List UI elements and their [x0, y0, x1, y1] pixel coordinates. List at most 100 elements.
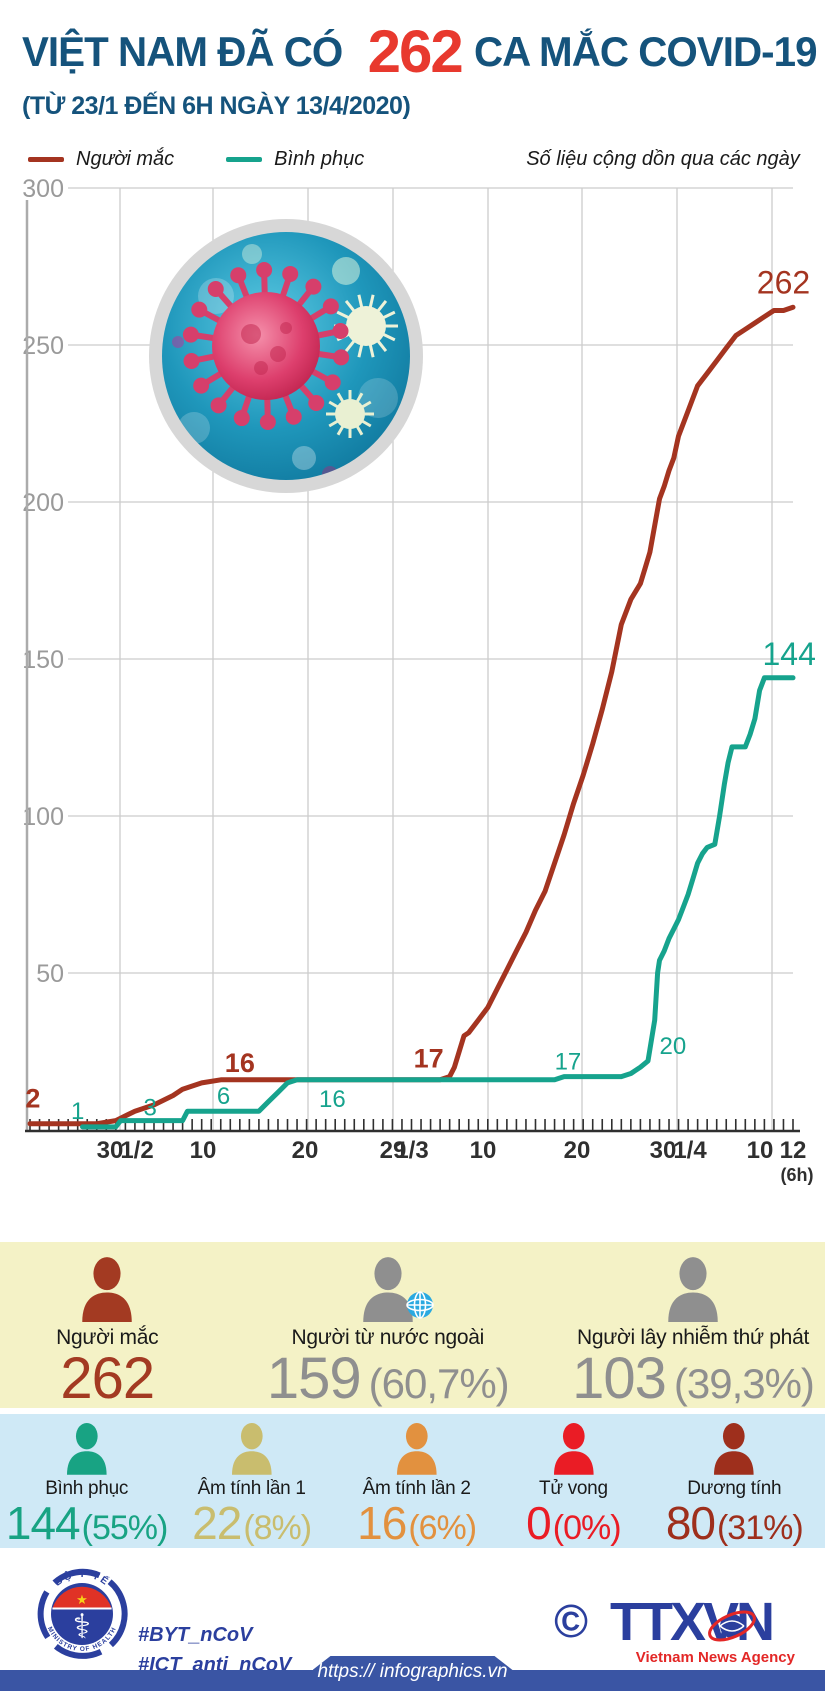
virus-spike-tip [324, 374, 341, 391]
stat-value: 80 (31%) [665, 1497, 804, 1549]
stat-người-từ-nước-ngoài: Người từ nước ngoài 159 (60,7%) [215, 1242, 562, 1408]
stat-number: 22 [192, 1497, 242, 1549]
virus-spike-tip [285, 408, 302, 425]
stat-bình-phục: Bình phục 144 (55%) [0, 1414, 173, 1548]
stat-label: Người lây nhiễm thứ phát [577, 1326, 809, 1349]
chart-plot: 301/2 10 20 291/3 10 20 301/4 10 12(6h)216 172621… [25, 200, 816, 1185]
annotation-Người mắc-262: 262 [757, 264, 810, 300]
chart-legend: Người mắc Bình phục Số liệu cộng dồn qua… [28, 148, 800, 171]
title-prefix: VIỆT NAM ĐÃ CÓ [22, 28, 343, 75]
stat-label: Người từ nước ngoài [291, 1326, 485, 1349]
x-tick-label-8: 30 [650, 1137, 677, 1164]
stat-icon-wrap [62, 1422, 112, 1476]
stat-value: 22 (8%) [192, 1497, 312, 1549]
stat-icon-wrap [76, 1256, 138, 1322]
stat-icon-wrap [662, 1256, 724, 1322]
x-tick-label-4: 29 [380, 1137, 407, 1164]
stat-icon-wrap [392, 1422, 442, 1476]
globe-icon [405, 1291, 434, 1319]
stat-label: Âm tính lần 2 [362, 1478, 471, 1499]
annotation-Bình phục-20: 20 [659, 1033, 686, 1060]
title-case-count: 262 [367, 18, 464, 85]
stat-value: 16 (6%) [357, 1500, 477, 1547]
stat-label: Người mắc [56, 1326, 159, 1349]
virus-spike-tip [191, 301, 208, 318]
virus-photo [149, 219, 423, 493]
y-tick-label-250: 250 [22, 332, 64, 360]
annotation-Người mắc-2: 2 [25, 1084, 40, 1114]
stat-percentage: (39,3%) [673, 1360, 815, 1407]
stat-người-lây-nhiễm-thứ-phát: Người lây nhiễm thứ phát 103 (39,3%) [561, 1242, 825, 1408]
annotation-Bình phục-144: 144 [762, 636, 815, 672]
virus-spike-tip [233, 410, 250, 427]
page-title: VIỆT NAM ĐÃ CÓ 262 CA MẮC COVID-19 [22, 18, 817, 85]
x-tick-label-11: 12 [780, 1137, 807, 1164]
hashtag-byt: #BYT_nCoV [138, 1624, 253, 1646]
stat-number: 80 [665, 1497, 716, 1549]
stat-âm-tính-lần-1: Âm tính lần 1 22 (8%) [173, 1414, 330, 1548]
virus-spike-tip [193, 377, 210, 394]
legend-note: Số liệu cộng dồn qua các ngày [526, 148, 800, 170]
annotation-Bình phục-16: 16 [319, 1086, 346, 1113]
x-axis-hour-note: (6h) [781, 1165, 814, 1185]
news-agency-logo-block: © TTXVN Vietnam News Agency [554, 1594, 795, 1672]
stat-người-mắc: Người mắc 262 [0, 1242, 215, 1408]
stat-icon-wrap [549, 1422, 599, 1476]
main-virus [182, 262, 350, 430]
stat-percentage: (31%) [716, 1509, 804, 1547]
virus-body [212, 292, 320, 400]
x-tick-label-7: 20 [564, 1137, 591, 1164]
x-tick-label-9: 1/4 [673, 1137, 707, 1164]
stat-icon-wrap [227, 1422, 277, 1476]
stat-label: Tử vong [539, 1478, 608, 1499]
stat-value: 144 (55%) [5, 1497, 168, 1549]
stat-number: 0 [526, 1497, 552, 1549]
stat-percentage: (60,7%) [368, 1360, 510, 1407]
y-tick-label-300: 300 [22, 175, 64, 203]
x-tick-label-6: 10 [470, 1137, 497, 1164]
stat-number: 144 [5, 1497, 81, 1549]
virus-spike-tip [183, 353, 200, 370]
y-tick-label-150: 150 [22, 646, 64, 674]
virus-spike-tip [259, 413, 276, 430]
virus-spike-tip [322, 298, 339, 315]
stat-label: Dương tính [687, 1478, 782, 1499]
stat-icon-wrap [357, 1256, 434, 1322]
header: VIỆT NAM ĐÃ CÓ 262 CA MẮC COVID-19 (TỪ 2… [22, 18, 817, 121]
annotation-Bình phục-1: 1 [71, 1098, 84, 1125]
caduceus-icon: ⚕ [73, 1608, 91, 1646]
ttxvn-logo: TTXVN Vietnam News Agency [610, 1594, 795, 1666]
stat-value: 159 (60,7%) [266, 1346, 510, 1411]
stat-number: 159 [266, 1346, 362, 1411]
x-tick-label-5: 1/3 [395, 1137, 428, 1164]
stat-icon-wrap [709, 1422, 759, 1476]
stat-âm-tính-lần-2: Âm tính lần 2 16 (6%) [330, 1414, 503, 1548]
ball [335, 399, 365, 429]
chart-gridlines: 50 100 150 200 250 300 [22, 175, 793, 1130]
data-line-infected [27, 304, 796, 1127]
stat-number: 103 [572, 1346, 667, 1411]
x-tick-label-1: 1/2 [120, 1137, 153, 1164]
ball [346, 306, 386, 346]
case-status-panel: Bình phục 144 (55%) Âm tính lần 1 22 (8%) Âm t… [0, 1414, 825, 1548]
person-icon [231, 1422, 272, 1475]
virus-texture [241, 324, 261, 344]
date-range-subtitle: (TỪ 23/1 ĐẾN 6H NGÀY 13/4/2020) [22, 92, 411, 120]
virus-texture [270, 346, 286, 362]
virus-texture [254, 361, 268, 375]
stat-percentage: (6%) [408, 1509, 477, 1547]
stat-label: Âm tính lần 1 [197, 1478, 306, 1499]
stat-percentage: (0%) [552, 1509, 622, 1547]
person-icon [82, 1257, 132, 1322]
title-suffix: CA MẮC COVID-19 [473, 28, 817, 75]
infected-breakdown-panel: Người mắc 262 Người từ nước ngoài 159 (60,7%… [0, 1242, 825, 1408]
x-tick-label-0: 30 [97, 1137, 124, 1164]
infographics-url: https:// infographics.vn [317, 1661, 508, 1682]
stat-value: 262 [60, 1350, 155, 1408]
legend-infected-label: Người mắc [76, 148, 175, 170]
legend-recovered-label: Bình phục [274, 148, 365, 170]
ttxvn-logo-text: TTXVN [610, 1594, 772, 1652]
annotation-Người mắc-16: 16 [225, 1048, 255, 1078]
virus-spike-tip [256, 262, 273, 279]
